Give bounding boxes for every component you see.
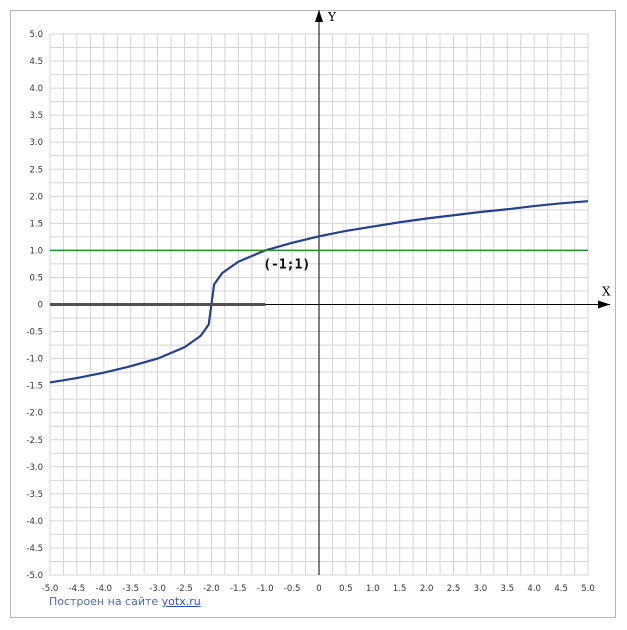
credit-text: Построен на сайте yotx.ru: [49, 595, 201, 608]
credit-prefix: Построен на сайте: [49, 595, 162, 608]
point-annotation: (-1;1): [263, 257, 310, 272]
x-tick-label: 4.5: [554, 584, 568, 594]
x-tick-label: 2.0: [420, 584, 434, 594]
y-tick-label: 2.5: [29, 165, 43, 175]
x-tick-label: -3.5: [122, 584, 139, 594]
tick-labels: -5.0 -4.5 -4.0 -3.5 -3.0 -2.5 -2.0 -1.5 -1.0 -0.5…: [26, 30, 594, 594]
credit-link[interactable]: yotx.ru: [161, 595, 201, 608]
y-tick-label: 4.0: [29, 84, 43, 94]
x-axis-label: X: [602, 285, 611, 299]
series-group: [49, 200, 589, 384]
y-tick-label: -1.0: [26, 355, 43, 365]
x-tick-label: -2.5: [176, 584, 193, 594]
y-tick-label: -4.5: [26, 544, 43, 554]
x-tick-label: 3.0: [474, 584, 488, 594]
x-tick-label: 1.0: [366, 584, 380, 594]
y-axis-label: Y: [327, 10, 337, 24]
y-tick-label: -3.0: [26, 463, 43, 473]
x-tick-label: 5.0: [581, 584, 595, 594]
x-tick-label: 4.0: [527, 584, 541, 594]
x-tick-label: 0: [316, 584, 321, 594]
y-tick-label: -4.0: [26, 517, 43, 527]
x-tick-label: -1.0: [257, 584, 274, 594]
x-tick-label: -5.0: [42, 584, 59, 594]
y-tick-label: 1.0: [29, 246, 43, 256]
y-tick-label: -2.5: [26, 436, 43, 446]
axes: XY: [50, 10, 611, 575]
y-tick-label: -0.5: [26, 328, 43, 338]
y-tick-label: 2.0: [29, 192, 43, 202]
y-tick-label: -5.0: [26, 571, 43, 581]
y-axis-arrow: [315, 10, 323, 22]
y-tick-label: 0.5: [29, 273, 43, 283]
x-tick-label: 0.5: [339, 584, 353, 594]
x-tick-label: -3.0: [149, 584, 166, 594]
y-tick-label: -2.0: [26, 409, 43, 419]
y-tick-label: 1.5: [29, 219, 43, 229]
x-tick-label: 3.5: [501, 584, 515, 594]
x-axis-arrow: [598, 300, 610, 309]
x-tick-label: -2.0: [203, 584, 220, 594]
y-tick-label: 4.5: [29, 57, 43, 67]
x-tick-label: -0.5: [284, 584, 301, 594]
x-tick-label: -4.0: [96, 584, 113, 594]
y-tick-label: 5.0: [29, 30, 43, 40]
x-tick-label: 1.5: [393, 584, 407, 594]
x-tick-label: -4.5: [69, 584, 86, 594]
x-tick-label: -1.5: [230, 584, 247, 594]
chart-frame: [10, 10, 616, 618]
x-tick-label: 2.5: [447, 584, 461, 594]
y-tick-label: 0: [38, 301, 43, 311]
y-tick-label: 3.5: [29, 111, 43, 121]
y-tick-label: -3.5: [26, 490, 43, 500]
y-tick-label: 3.0: [29, 138, 43, 148]
y-tick-label: -1.5: [26, 382, 43, 392]
annotations: (-1;1): [263, 257, 310, 272]
